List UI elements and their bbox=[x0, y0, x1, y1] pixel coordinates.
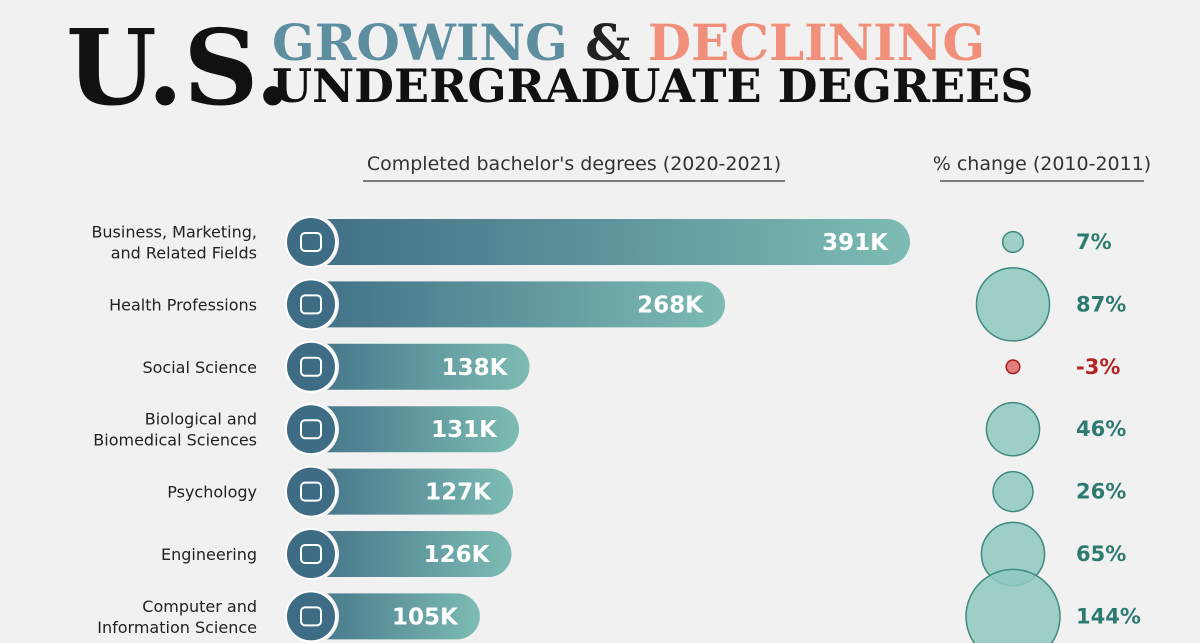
title-amp: & bbox=[585, 13, 630, 72]
category-line: and Related Fields bbox=[111, 244, 257, 263]
category-line: Biological and bbox=[145, 410, 257, 429]
bubble bbox=[965, 568, 1061, 643]
value-label: 87% bbox=[1076, 292, 1126, 316]
bar bbox=[290, 406, 520, 453]
icon bbox=[285, 528, 337, 580]
category-line: Health Professions bbox=[109, 295, 257, 314]
icon-glyph bbox=[300, 232, 322, 252]
value-label: 131K bbox=[431, 417, 498, 443]
bubble bbox=[1001, 230, 1025, 254]
value-label: 127K bbox=[425, 480, 492, 506]
category-line: Information Science bbox=[97, 618, 257, 637]
icon bbox=[285, 216, 337, 268]
value-label: 65% bbox=[1076, 542, 1126, 566]
category-line: Computer and bbox=[142, 597, 257, 616]
value-label: 7% bbox=[1076, 230, 1112, 254]
category-line: Engineering bbox=[161, 545, 257, 564]
category-label: Computer and Information Science bbox=[97, 597, 257, 637]
bar bbox=[290, 281, 726, 328]
icon bbox=[285, 590, 337, 643]
bar bbox=[290, 531, 512, 577]
bar bbox=[290, 593, 480, 640]
bubble bbox=[992, 470, 1034, 513]
icon bbox=[285, 403, 337, 456]
value-label: 105K bbox=[392, 604, 459, 630]
category-label: Psychology bbox=[167, 483, 257, 502]
bar bbox=[290, 219, 910, 265]
value-label: 391K bbox=[822, 230, 889, 256]
value-label: 138K bbox=[442, 355, 509, 381]
column-header: Completed bachelor's degrees (2020-2021) bbox=[367, 153, 781, 175]
title: GROWING & DECLINING bbox=[272, 13, 985, 72]
category-line: Business, Marketing, bbox=[91, 223, 257, 242]
icon-glyph bbox=[300, 419, 322, 440]
subtitle: UNDERGRADUATE DEGREES bbox=[272, 59, 1033, 113]
bar bbox=[290, 343, 530, 390]
bubble bbox=[985, 401, 1041, 457]
bubble bbox=[975, 267, 1051, 342]
icon bbox=[285, 278, 337, 331]
icon-glyph bbox=[300, 544, 322, 564]
icon-glyph bbox=[300, 481, 322, 502]
category-label: Engineering bbox=[161, 545, 257, 564]
bubble bbox=[1005, 359, 1021, 375]
value-label: -3% bbox=[1076, 355, 1120, 379]
category-label: Biological and Biomedical Sciences bbox=[93, 410, 257, 450]
category-label: Health Professions bbox=[109, 295, 257, 314]
title-prefix: U.S. bbox=[66, 6, 291, 129]
icon-glyph bbox=[300, 294, 322, 315]
icon bbox=[285, 340, 337, 393]
value-label: 126K bbox=[424, 542, 491, 568]
icon-glyph bbox=[300, 356, 322, 377]
value-label: 26% bbox=[1076, 480, 1126, 504]
category-line: Psychology bbox=[167, 483, 257, 502]
category-label: Social Science bbox=[142, 358, 257, 377]
value-label: 268K bbox=[637, 292, 704, 318]
category-line: Biomedical Sciences bbox=[93, 431, 257, 450]
column-header: % change (2010-2011) bbox=[933, 153, 1151, 175]
icon bbox=[285, 465, 337, 518]
category-line: Social Science bbox=[142, 358, 257, 377]
title-declining: DECLINING bbox=[648, 13, 985, 72]
value-label: 144% bbox=[1076, 604, 1141, 628]
title-growing: GROWING bbox=[272, 13, 568, 72]
value-label: 46% bbox=[1076, 417, 1126, 441]
bar bbox=[290, 468, 513, 515]
icon-glyph bbox=[300, 606, 322, 627]
category-label: Business, Marketing, and Related Fields bbox=[91, 223, 257, 263]
